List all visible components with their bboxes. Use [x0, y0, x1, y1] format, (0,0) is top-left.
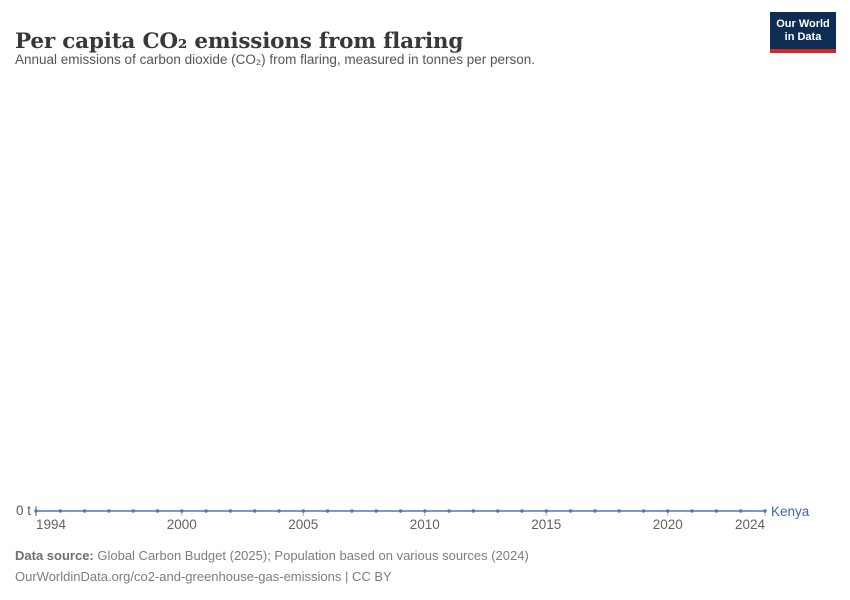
data-point-marker — [496, 509, 500, 513]
data-point-marker — [374, 509, 378, 513]
data-point-marker — [690, 509, 694, 513]
data-point-marker — [107, 509, 111, 513]
data-point-marker — [253, 509, 257, 513]
x-axis-label: 2005 — [288, 517, 319, 532]
x-axis-label: 2010 — [409, 517, 440, 532]
citation-link[interactable]: OurWorldinData.org/co2-and-greenhouse-ga… — [15, 569, 392, 584]
data-source-line[interactable]: Data source: Global Carbon Budget (2025)… — [15, 548, 815, 564]
chart-subtitle: Annual emissions of carbon dioxide (CO₂)… — [15, 52, 535, 67]
data-point-marker — [423, 509, 427, 513]
data-point-marker — [325, 509, 330, 513]
data-point-marker — [447, 509, 451, 513]
data-point-marker — [520, 509, 524, 513]
data-point-marker — [34, 509, 38, 513]
data-point-marker — [471, 509, 476, 513]
x-axis-label: 2020 — [652, 517, 683, 532]
data-point-marker — [58, 509, 62, 513]
data-point-marker — [544, 509, 548, 513]
data-point-marker — [763, 509, 767, 513]
data-point-marker — [666, 509, 670, 513]
data-point-marker — [350, 509, 354, 513]
data-point-marker — [641, 509, 646, 513]
data-point-marker — [593, 509, 597, 513]
data-point-marker — [228, 509, 233, 513]
data-point-marker — [180, 509, 184, 513]
data-point-marker — [739, 509, 743, 513]
owid-logo[interactable]: Our World in Data — [770, 12, 836, 53]
data-point-marker — [398, 509, 403, 513]
data-point-marker — [155, 509, 160, 513]
owid-logo-line1: Our World — [776, 18, 830, 30]
data-source-label: Data source: — [15, 548, 94, 563]
data-point-marker — [301, 509, 305, 513]
series-label-kenya[interactable]: Kenya — [771, 504, 810, 519]
x-axis-label: 1994 — [36, 517, 67, 532]
data-point-marker — [277, 509, 281, 513]
data-point-marker — [714, 509, 719, 513]
y-axis-zero-label: 0 t — [15, 503, 31, 518]
data-source-text: Global Carbon Budget (2025); Population … — [93, 548, 529, 563]
data-point-marker — [617, 509, 621, 513]
x-axis-label: 2024 — [734, 517, 765, 532]
data-point-marker — [204, 509, 208, 513]
data-point-marker — [82, 509, 87, 513]
chart-footer: Data source: Global Carbon Budget (2025)… — [15, 548, 815, 585]
x-axis-label: 2000 — [166, 517, 197, 532]
owid-logo-line2: in Data — [784, 31, 822, 43]
data-point-marker — [131, 509, 135, 513]
x-axis-label: 2015 — [531, 517, 562, 532]
data-point-marker — [568, 509, 573, 513]
page-title: Per capita CO₂ emissions from flaring — [15, 29, 464, 55]
